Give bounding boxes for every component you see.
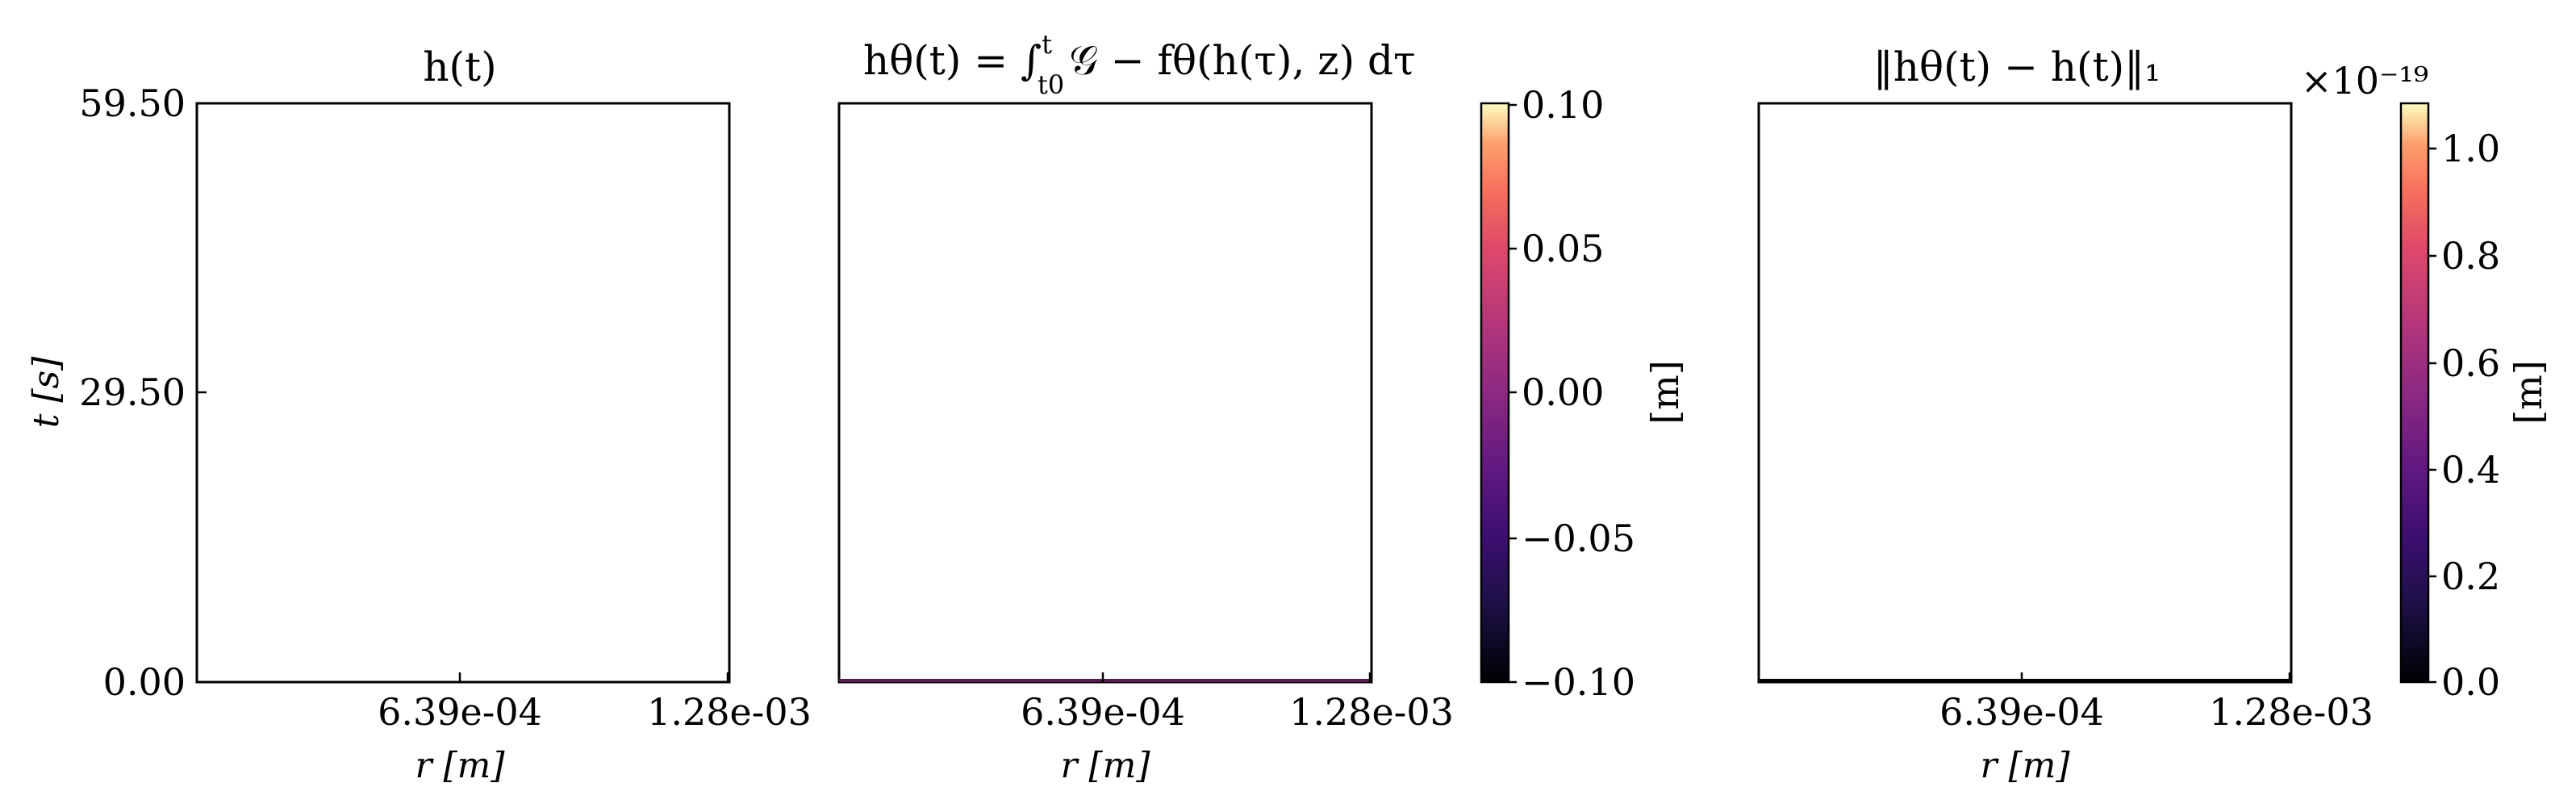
panel-1-title: h(t) (423, 44, 496, 90)
panel-2-title-rest: 𝒢 − fθ(h(τ), z) dτ (1069, 37, 1415, 84)
y-axis-label: t [s] (26, 356, 67, 428)
x-tick-label-0: 6.39e-04 (378, 690, 542, 734)
colorbar-2-offset: ×10⁻¹⁹ (2301, 59, 2428, 103)
cbar-1-tick-label-0: 0.10 (1522, 83, 1604, 127)
panel-2-title-lower: t0 (1037, 69, 1064, 100)
panel-2-plot-area (837, 102, 1373, 684)
panel-1: h(t) 0.00 29.50 59.50 6.39e-04 1.28e-03 … (26, 44, 812, 786)
x-tick-label-0: 6.39e-04 (1021, 690, 1185, 734)
colorbar-1 (1480, 102, 1510, 684)
colorbar-2-ticks (2428, 147, 2436, 684)
colorbar-2 (2399, 102, 2430, 684)
colorbar-2-label: [m] (2507, 360, 2550, 425)
x-tick-label-1: 1.28e-03 (1289, 690, 1454, 734)
cbar-2-tick-label-2: 0.6 (2441, 341, 2500, 385)
cbar-1-tick-label-4: −0.10 (1522, 660, 1635, 704)
panel-2-title-main: hθ(t) = ∫ (863, 37, 1042, 84)
panel-2: hθ(t) = ∫t t0𝒢 − fθ(h(τ), z) dτ 6.39e-04 … (837, 29, 1687, 786)
y-tick-label-0: 0.00 (103, 660, 186, 704)
cbar-2-tick-label-4: 0.2 (2441, 555, 2500, 598)
x-tick-label-1: 1.28e-03 (2209, 690, 2374, 734)
colorbar-1-label: [m] (1643, 360, 1687, 425)
cbar-2-tick-label-1: 0.8 (2441, 234, 2500, 278)
x-axis-label: r [m] (415, 745, 505, 786)
cbar-2-tick-label-3: 0.4 (2441, 448, 2500, 492)
panel-1-plot-area (195, 102, 731, 684)
cbar-1-tick-label-1: 0.05 (1522, 227, 1604, 270)
cbar-2-tick-label-5: 0.0 (2441, 660, 2500, 704)
panel-3: ‖hθ(t) − h(t)‖₁ 6.39e-04 1.28e-03 r [m] … (1757, 44, 2550, 786)
x-axis-label: r [m] (1060, 745, 1150, 786)
panel-3-title: ‖hθ(t) − h(t)‖₁ (1873, 44, 2161, 90)
x-axis-label: r [m] (1980, 745, 2070, 786)
y-tick-label-1: 29.50 (79, 371, 186, 414)
panel-3-plot-area (1757, 102, 2293, 684)
y-tick-label-2: 59.50 (79, 82, 186, 125)
colorbar-1-ticks (1509, 103, 1517, 684)
x-tick-label-1: 1.28e-03 (647, 690, 812, 734)
panel-2-title-group: hθ(t) = ∫t t0𝒢 − fθ(h(τ), z) dτ (863, 29, 1416, 100)
cbar-1-tick-label-2: 0.00 (1522, 371, 1604, 414)
x-tick-label-0: 6.39e-04 (1939, 690, 2104, 734)
cbar-1-tick-label-3: −0.05 (1522, 517, 1635, 560)
cbar-2-tick-label-0: 1.0 (2441, 127, 2500, 170)
panel-2-title-upper: t (1042, 29, 1052, 60)
